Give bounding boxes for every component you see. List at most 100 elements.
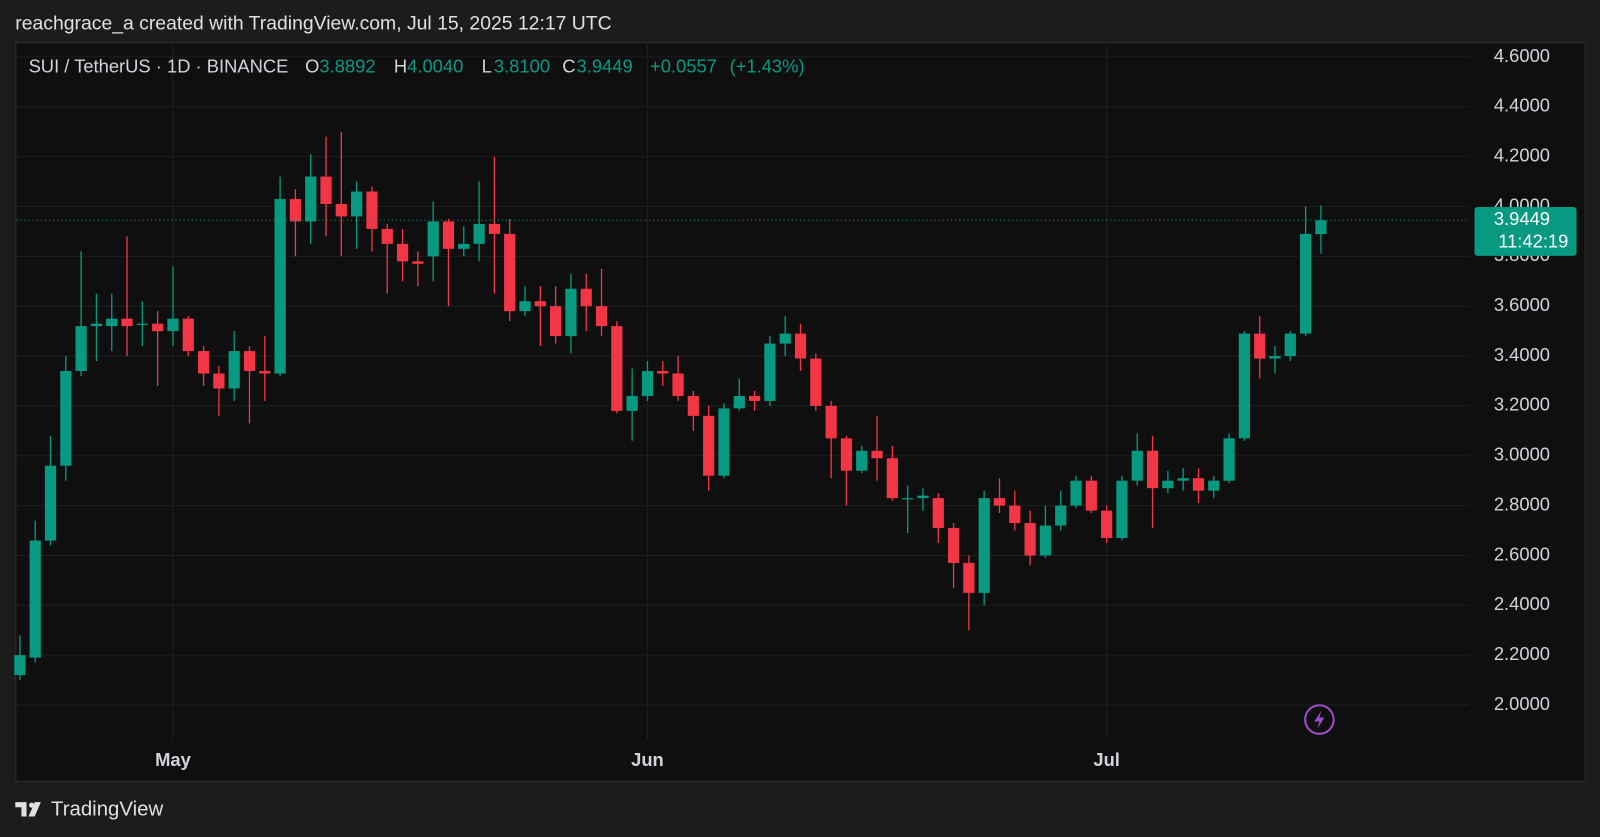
candle-body: [703, 415, 715, 476]
candle-body: [626, 395, 638, 411]
candle-body: [213, 373, 225, 389]
candle-body: [748, 395, 761, 401]
candle-body: [641, 371, 654, 396]
candle-body: [733, 395, 745, 409]
candle-body: [764, 343, 776, 401]
candle-body: [152, 323, 164, 332]
candle-body: [932, 498, 944, 529]
candle-body: [29, 540, 41, 658]
candle-body: [1039, 525, 1052, 556]
candle-body: [1269, 356, 1281, 359]
candle-body: [44, 465, 57, 541]
candle-body: [412, 261, 424, 264]
candle-body: [687, 395, 699, 416]
candle-body: [182, 318, 194, 352]
candle-body: [856, 450, 868, 471]
candle-body: [1223, 438, 1235, 481]
candle-body: [60, 371, 72, 466]
candle-body: [611, 326, 623, 411]
y-tick-label: 3.6000: [1494, 294, 1550, 315]
candle-body: [794, 333, 807, 359]
legend-text: +0.0557: [650, 55, 717, 76]
candle-body: [351, 191, 363, 217]
candle-body: [458, 243, 470, 249]
candle-body: [1254, 333, 1266, 359]
candle-body: [1101, 510, 1113, 539]
chart-panel: [15, 41, 1586, 782]
candle-body: [657, 371, 669, 374]
candle-body: [90, 323, 103, 327]
candle-body: [289, 199, 302, 222]
x-tick-label: May: [155, 749, 192, 770]
candle-body: [136, 323, 148, 325]
y-tick-label: 3.2000: [1494, 394, 1550, 415]
candle-body: [1055, 505, 1067, 526]
candle-body: [718, 408, 730, 476]
candle-body: [672, 373, 684, 396]
candle-body: [1131, 450, 1143, 481]
candle-body: [396, 243, 409, 262]
candle-body: [1116, 480, 1128, 539]
candle-body: [595, 306, 608, 327]
legend-text: SUI / TetherUS · 1D · BINANCE: [29, 55, 289, 76]
legend-text: (+1.43%): [730, 55, 805, 76]
candle-body: [427, 221, 439, 257]
candle-body: [871, 450, 883, 459]
candle-body: [1146, 450, 1159, 489]
candle-body: [106, 318, 118, 327]
candle-body: [228, 351, 240, 389]
candle-body: [243, 351, 256, 372]
legend-text: 4.0040: [407, 55, 463, 76]
candle-body: [963, 562, 975, 593]
candle-body: [1162, 480, 1174, 489]
candle-body: [1177, 478, 1189, 481]
price-tag-value: 3.9449: [1494, 208, 1550, 229]
candle-body: [1024, 523, 1036, 556]
candle-body: [534, 301, 546, 307]
footer-brand: TradingView: [51, 799, 163, 821]
price-tag-countdown: 11:42:19: [1498, 231, 1568, 252]
candle-body: [75, 326, 87, 372]
candle-body: [366, 191, 378, 229]
candle-body: [305, 176, 317, 222]
candle-body: [442, 221, 455, 249]
candle-body: [1070, 480, 1082, 506]
candle-body: [779, 333, 791, 344]
candle-body: [886, 458, 898, 499]
grid: [16, 41, 1470, 740]
y-tick-label: 3.0000: [1494, 444, 1550, 465]
y-tick-label: 4.6000: [1494, 45, 1550, 66]
candle-body: [840, 438, 853, 471]
candle-body: [565, 288, 577, 337]
legend-text: O: [305, 55, 319, 76]
candle-body: [1315, 220, 1327, 235]
candle-body: [1009, 505, 1021, 524]
candle-body: [121, 318, 133, 327]
candle-body: [550, 306, 562, 337]
candle-body: [1284, 333, 1296, 357]
footer-logo: [15, 802, 41, 817]
candle-body: [993, 498, 1006, 506]
candle-body: [1300, 233, 1312, 334]
candle-body: [335, 203, 347, 217]
legend-text: 3.8892: [319, 55, 375, 76]
legend-text: 3.8100: [494, 55, 550, 76]
y-tick-label: 2.2000: [1494, 643, 1550, 664]
candle-body: [917, 495, 929, 499]
candle-body: [320, 176, 332, 204]
header: reachgrace_a created with TradingView.co…: [15, 13, 611, 35]
candle-body: [810, 358, 822, 406]
candle-body: [274, 199, 286, 374]
candle-body: [197, 351, 210, 374]
candle-body: [1238, 333, 1250, 439]
candle-body: [580, 288, 592, 307]
alert-icon: [1304, 704, 1335, 735]
candle-body: [14, 655, 26, 676]
legend-text: 3.9449: [577, 55, 633, 76]
candle-body: [381, 228, 393, 244]
y-tick-label: 4.2000: [1494, 144, 1550, 165]
legend-text: C: [562, 55, 575, 76]
candle-body: [947, 528, 960, 563]
x-tick-label: Jun: [631, 749, 664, 770]
